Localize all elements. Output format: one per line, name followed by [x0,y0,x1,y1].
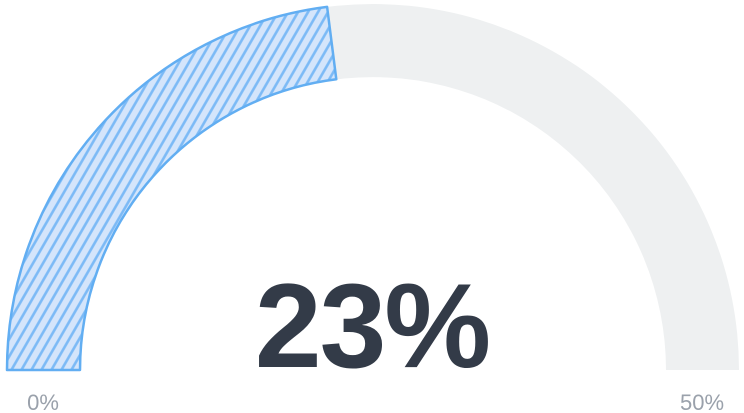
gauge-min-label: 0% [27,390,59,413]
gauge-value-text: 23% [254,259,491,393]
gauge-value-arc [5,5,338,372]
gauge-max-label: 50% [679,390,725,413]
